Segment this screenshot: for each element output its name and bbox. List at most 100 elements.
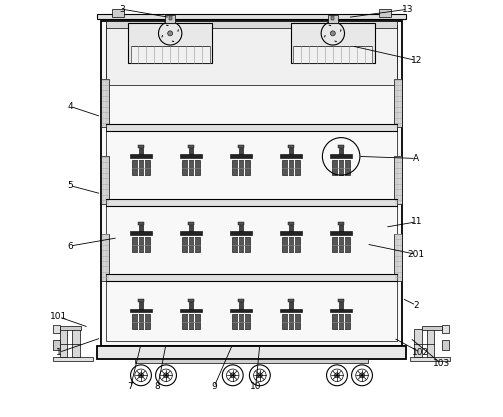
Bar <box>239 302 243 309</box>
Bar <box>443 325 449 333</box>
Bar <box>106 21 397 28</box>
Bar <box>394 234 401 281</box>
Bar <box>97 14 406 19</box>
Bar <box>132 237 150 252</box>
Bar <box>180 231 202 235</box>
Circle shape <box>360 373 365 378</box>
Bar <box>102 234 109 281</box>
Circle shape <box>167 31 173 36</box>
Text: 4: 4 <box>67 102 73 111</box>
Bar <box>139 148 143 154</box>
Bar <box>138 145 144 148</box>
Text: 201: 201 <box>407 250 425 259</box>
Text: 102: 102 <box>412 348 429 357</box>
Bar <box>60 326 80 330</box>
Bar <box>232 314 250 329</box>
Bar <box>332 314 351 329</box>
Bar <box>332 237 351 252</box>
Circle shape <box>230 373 235 378</box>
Bar <box>232 237 250 252</box>
Bar <box>339 302 343 309</box>
Text: 3: 3 <box>119 5 125 14</box>
Text: 11: 11 <box>410 217 422 226</box>
Bar <box>289 225 293 231</box>
Bar <box>128 23 212 63</box>
Bar <box>338 222 345 225</box>
Bar <box>330 309 352 312</box>
Bar <box>330 154 352 158</box>
Bar <box>139 302 143 309</box>
Text: 1: 1 <box>56 348 62 357</box>
Bar <box>138 299 144 302</box>
Bar <box>238 222 244 225</box>
Bar <box>102 156 109 204</box>
Bar <box>289 148 293 154</box>
Bar <box>280 154 302 158</box>
Bar <box>131 46 210 63</box>
Bar <box>288 145 294 148</box>
Text: 7: 7 <box>128 382 133 392</box>
Bar <box>182 160 200 175</box>
Bar <box>282 314 300 329</box>
Text: 9: 9 <box>211 382 217 392</box>
Bar <box>230 309 252 312</box>
Bar <box>427 329 434 357</box>
Bar <box>180 309 202 312</box>
Bar <box>230 231 252 235</box>
Bar <box>135 359 368 363</box>
Text: 2: 2 <box>413 301 419 310</box>
Text: 8: 8 <box>155 382 160 392</box>
Bar <box>106 274 397 281</box>
Bar <box>106 199 397 206</box>
Bar <box>338 145 345 148</box>
Circle shape <box>258 373 263 378</box>
Bar <box>410 357 450 361</box>
Bar <box>169 16 172 20</box>
Bar <box>232 160 250 175</box>
Text: 6: 6 <box>67 241 73 251</box>
Bar <box>282 160 300 175</box>
Bar <box>282 237 300 252</box>
Bar <box>130 231 152 235</box>
Bar <box>328 15 338 23</box>
Bar <box>102 21 401 346</box>
Text: 101: 101 <box>50 312 67 322</box>
Bar <box>293 46 372 63</box>
Bar <box>189 225 193 231</box>
Circle shape <box>334 373 340 378</box>
Circle shape <box>163 373 169 378</box>
Bar <box>53 340 60 350</box>
Bar <box>443 340 449 350</box>
Bar <box>132 314 150 329</box>
Bar <box>112 9 124 17</box>
Bar <box>238 145 244 148</box>
Text: 10: 10 <box>250 382 262 392</box>
Bar <box>188 299 194 302</box>
Bar <box>422 326 443 330</box>
Bar <box>238 299 244 302</box>
Text: 5: 5 <box>67 181 73 190</box>
Bar <box>394 79 401 127</box>
Bar <box>280 231 302 235</box>
Bar <box>188 145 194 148</box>
Bar <box>332 160 351 175</box>
Bar <box>130 309 152 312</box>
Text: 13: 13 <box>402 5 413 14</box>
Circle shape <box>330 31 336 36</box>
Bar <box>239 225 243 231</box>
Text: 103: 103 <box>433 359 450 368</box>
Bar <box>182 314 200 329</box>
Bar <box>414 329 422 357</box>
Bar <box>139 225 143 231</box>
Bar <box>102 79 109 127</box>
Bar <box>291 23 375 63</box>
Circle shape <box>138 373 143 378</box>
Bar <box>106 124 397 131</box>
Bar <box>53 325 60 333</box>
Bar <box>280 309 302 312</box>
Bar <box>339 148 343 154</box>
Bar <box>182 237 200 252</box>
Bar <box>97 346 406 359</box>
Text: A: A <box>413 154 420 163</box>
Bar <box>239 148 243 154</box>
